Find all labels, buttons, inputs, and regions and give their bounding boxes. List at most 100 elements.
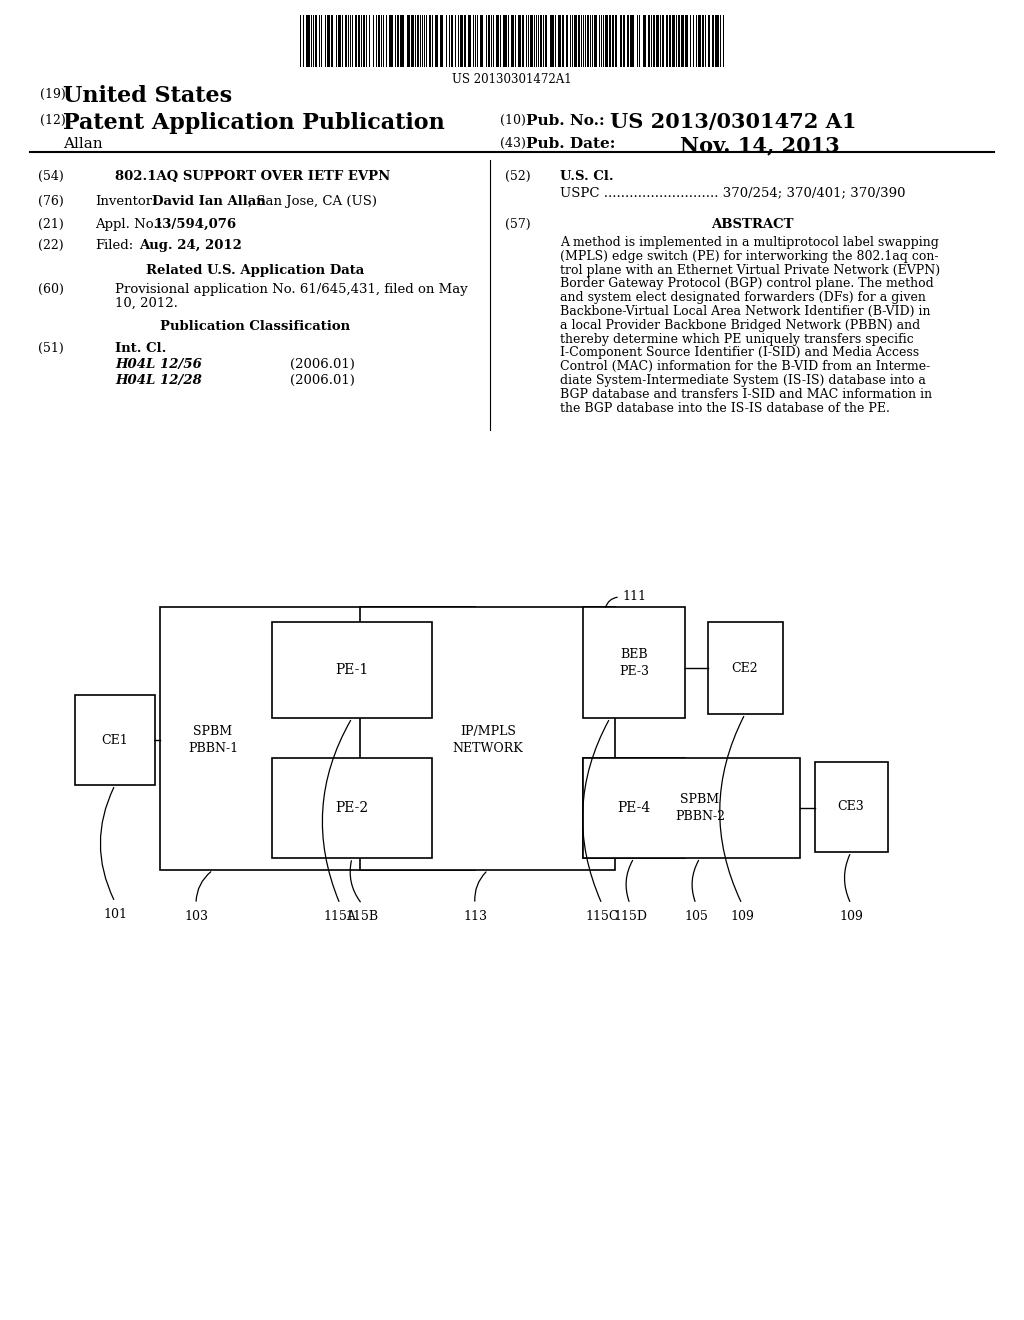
- Bar: [417, 15, 419, 67]
- Text: Pub. Date:: Pub. Date:: [526, 137, 615, 150]
- Text: trol plane with an Ethernet Virtual Private Network (EVPN): trol plane with an Ethernet Virtual Priv…: [560, 264, 940, 277]
- Text: Border Gateway Protocol (BGP) control plane. The method: Border Gateway Protocol (BGP) control pl…: [560, 277, 934, 290]
- Text: Int. Cl.: Int. Cl.: [115, 342, 166, 355]
- Bar: [574, 15, 577, 67]
- Bar: [656, 15, 659, 67]
- Bar: [407, 15, 410, 67]
- Bar: [315, 15, 317, 67]
- Text: BGP database and transfers I-SID and MAC information in: BGP database and transfers I-SID and MAC…: [560, 388, 932, 401]
- Text: 101: 101: [103, 908, 127, 921]
- Bar: [440, 15, 443, 67]
- Text: 109: 109: [730, 909, 754, 923]
- Text: thereby determine which PE uniquely transfers specific: thereby determine which PE uniquely tran…: [560, 333, 913, 346]
- Bar: [550, 15, 554, 67]
- Bar: [327, 15, 330, 67]
- Bar: [358, 15, 360, 67]
- Bar: [400, 15, 404, 67]
- Text: 10, 2012.: 10, 2012.: [115, 297, 178, 310]
- Text: Allan: Allan: [63, 137, 102, 150]
- Text: (54): (54): [38, 170, 63, 183]
- Bar: [685, 15, 688, 67]
- Bar: [815, 762, 888, 851]
- Text: Pub. No.:: Pub. No.:: [526, 114, 604, 128]
- Text: Publication Classification: Publication Classification: [160, 319, 350, 333]
- Bar: [331, 15, 333, 67]
- Text: 111: 111: [622, 590, 646, 603]
- Text: (22): (22): [38, 239, 63, 252]
- Bar: [480, 15, 483, 67]
- Text: United States: United States: [63, 84, 232, 107]
- Bar: [306, 15, 310, 67]
- Bar: [678, 15, 680, 67]
- Text: Inventor:: Inventor:: [95, 195, 157, 209]
- Text: PE-2: PE-2: [336, 801, 369, 814]
- Text: (43): (43): [500, 137, 526, 150]
- Text: (MPLS) edge switch (PE) for interworking the 802.1aq con-: (MPLS) edge switch (PE) for interworking…: [560, 249, 939, 263]
- Text: (52): (52): [505, 170, 530, 183]
- Text: A method is implemented in a multiprotocol label swapping: A method is implemented in a multiprotoc…: [560, 236, 939, 249]
- Bar: [397, 15, 399, 67]
- Text: Backbone-Virtual Local Area Network Identifier (B-VID) in: Backbone-Virtual Local Area Network Iden…: [560, 305, 931, 318]
- Bar: [562, 15, 564, 67]
- Bar: [345, 15, 347, 67]
- Bar: [503, 15, 507, 67]
- Text: 109: 109: [839, 909, 863, 923]
- Text: 105: 105: [684, 909, 708, 923]
- Text: 115D: 115D: [613, 909, 647, 923]
- Bar: [653, 15, 655, 67]
- Bar: [698, 15, 701, 67]
- Text: diate System-Intermediate System (IS-IS) database into a: diate System-Intermediate System (IS-IS)…: [560, 374, 926, 387]
- Text: Nov. 14, 2013: Nov. 14, 2013: [680, 135, 840, 154]
- Text: SPBM
PBBN-1: SPBM PBBN-1: [188, 725, 238, 755]
- Text: US 2013/0301472 A1: US 2013/0301472 A1: [610, 112, 856, 132]
- Text: PE-1: PE-1: [336, 663, 369, 677]
- Bar: [558, 15, 561, 67]
- Text: (2006.01): (2006.01): [290, 358, 355, 371]
- Bar: [627, 15, 629, 67]
- Text: ABSTRACT: ABSTRACT: [711, 218, 794, 231]
- Bar: [518, 15, 521, 67]
- Bar: [587, 15, 589, 67]
- Text: Patent Application Publication: Patent Application Publication: [63, 112, 444, 135]
- Text: H04L 12/28: H04L 12/28: [115, 374, 202, 387]
- Bar: [451, 15, 453, 67]
- Text: (12): (12): [40, 114, 66, 127]
- Text: (2006.01): (2006.01): [290, 374, 355, 387]
- Text: 115C: 115C: [586, 909, 618, 923]
- Bar: [712, 15, 714, 67]
- Bar: [643, 15, 646, 67]
- Bar: [338, 15, 341, 67]
- Bar: [75, 696, 155, 785]
- Bar: [681, 15, 684, 67]
- Bar: [460, 15, 463, 67]
- Bar: [578, 15, 580, 67]
- Bar: [615, 15, 617, 67]
- Bar: [160, 607, 475, 870]
- Bar: [669, 15, 671, 67]
- Text: Filed:: Filed:: [95, 239, 133, 252]
- Text: US 20130301472A1: US 20130301472A1: [453, 73, 571, 86]
- Text: SPBM
PBBN-2: SPBM PBBN-2: [675, 793, 725, 822]
- Text: , San Jose, CA (US): , San Jose, CA (US): [248, 195, 377, 209]
- Bar: [511, 15, 514, 67]
- Text: (57): (57): [505, 218, 530, 231]
- Bar: [566, 15, 568, 67]
- Text: a local Provider Backbone Bridged Network (PBBN) and: a local Provider Backbone Bridged Networ…: [560, 319, 921, 331]
- Text: and system elect designated forwarders (DFs) for a given: and system elect designated forwarders (…: [560, 292, 926, 304]
- Text: 115A: 115A: [324, 909, 356, 923]
- Bar: [715, 15, 719, 67]
- Text: CE3: CE3: [838, 800, 864, 813]
- Text: BEB
PE-3: BEB PE-3: [618, 648, 649, 678]
- Bar: [666, 15, 668, 67]
- Bar: [488, 15, 490, 67]
- Text: USPC ........................... 370/254; 370/401; 370/390: USPC ........................... 370/254…: [560, 186, 905, 199]
- Bar: [648, 15, 650, 67]
- Bar: [411, 15, 414, 67]
- Bar: [609, 15, 611, 67]
- Bar: [300, 15, 724, 67]
- Text: 113: 113: [463, 909, 487, 923]
- Text: David Ian Allan: David Ian Allan: [152, 195, 266, 209]
- Bar: [362, 15, 365, 67]
- Bar: [522, 15, 524, 67]
- Text: U.S. Cl.: U.S. Cl.: [560, 170, 613, 183]
